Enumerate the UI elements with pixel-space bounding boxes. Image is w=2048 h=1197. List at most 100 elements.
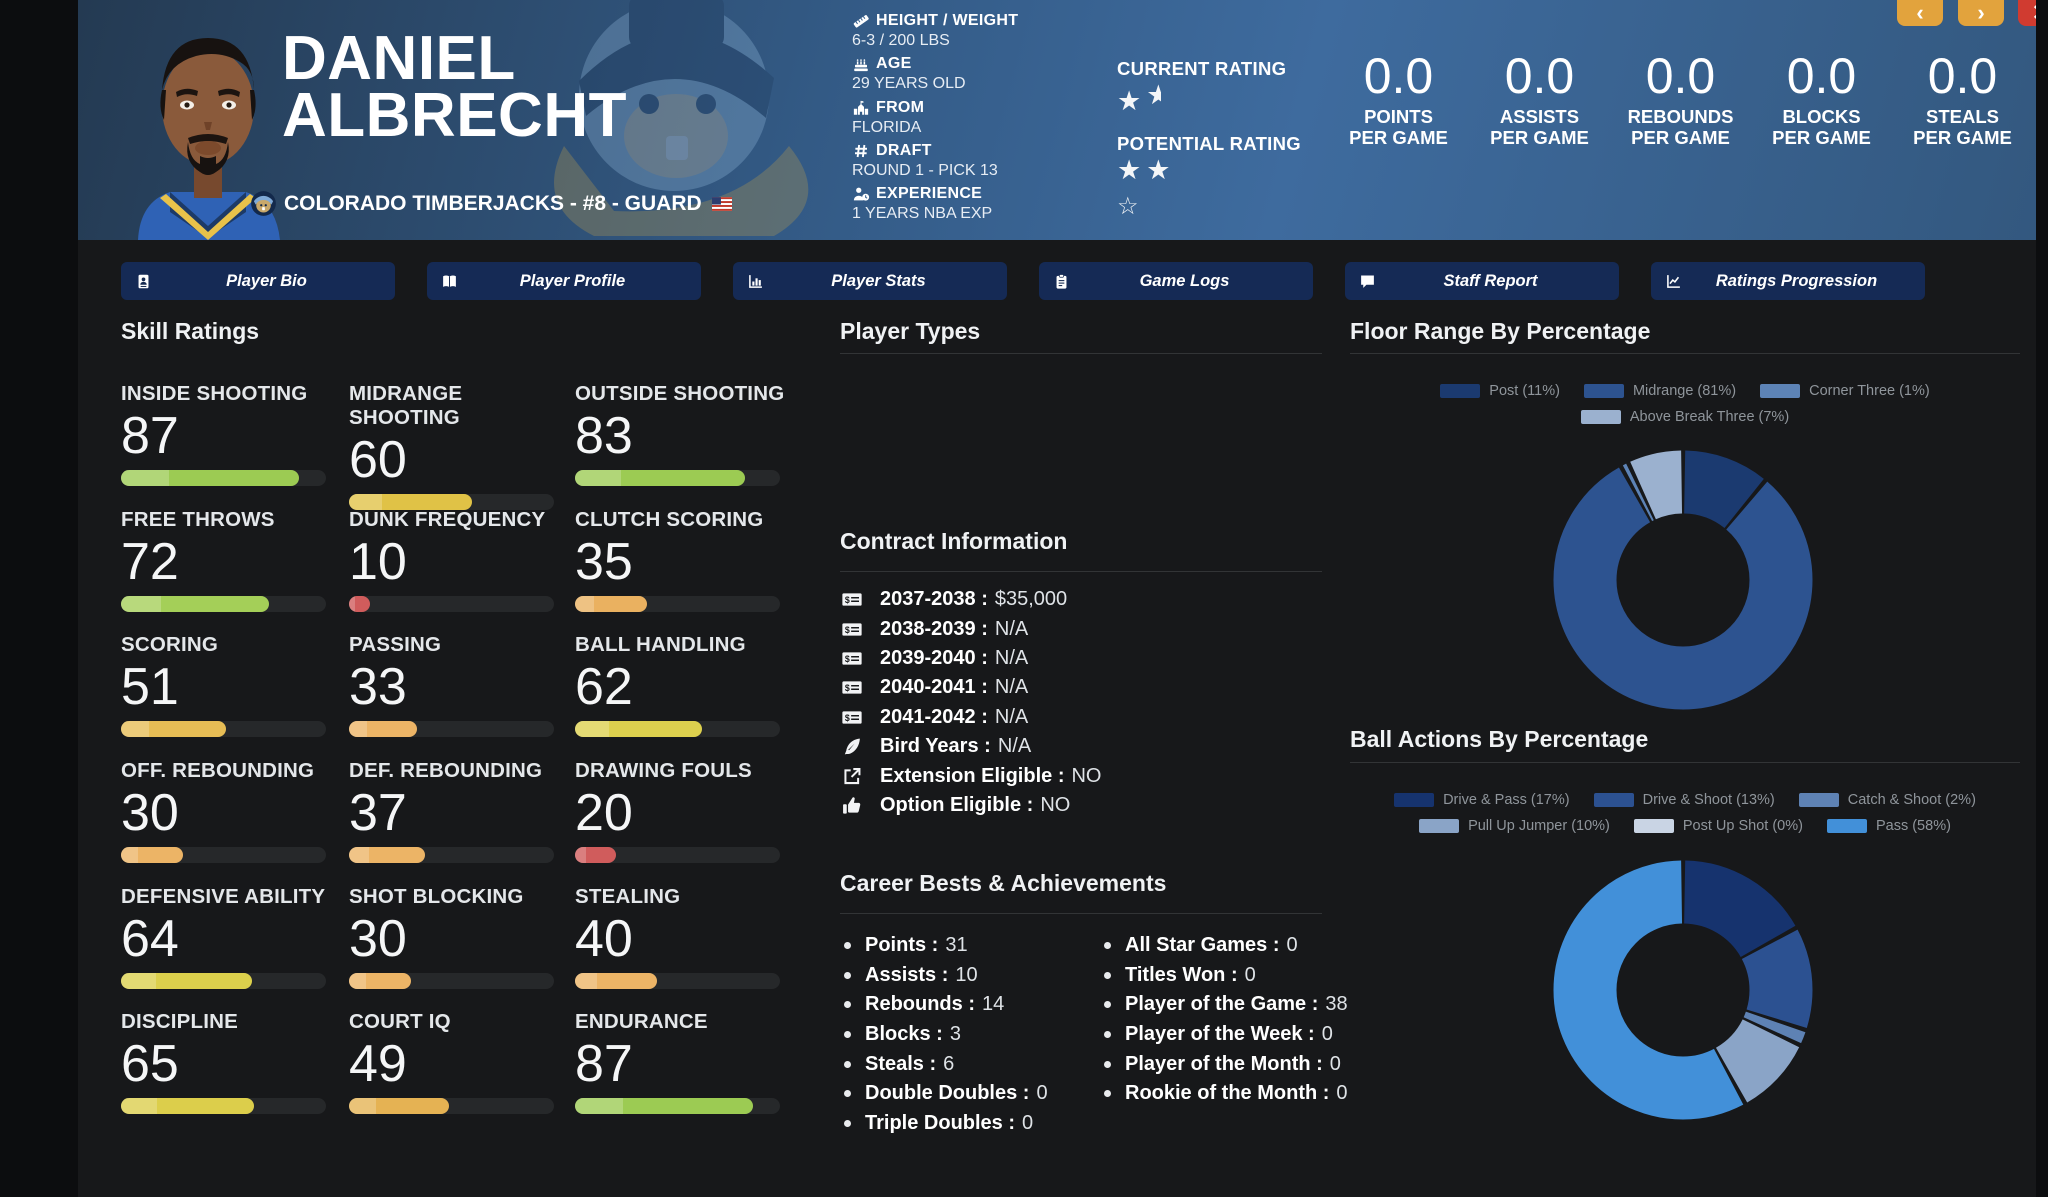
current-rating-stars: ★★ bbox=[1117, 80, 1161, 116]
legend-swatch bbox=[1798, 793, 1839, 807]
career-value: 0 bbox=[1329, 1052, 1341, 1075]
skill-value: 49 bbox=[349, 1035, 407, 1094]
floor-range-donut-chart[interactable] bbox=[1551, 448, 1815, 712]
stat-value: 0.0 bbox=[1645, 48, 1716, 104]
stat-label-line2: PER GAME bbox=[1490, 127, 1589, 148]
career-label: Points : bbox=[865, 934, 939, 957]
tab-ratings-progression[interactable]: Ratings Progression bbox=[1651, 262, 1925, 300]
legend-item[interactable]: Catch & Shoot (2%) bbox=[1798, 792, 1976, 808]
skill-bar-track bbox=[121, 721, 326, 738]
skill-value: 37 bbox=[349, 784, 407, 843]
bio-value: ROUND 1 - PICK 13 bbox=[852, 161, 998, 179]
tab-player-bio[interactable]: Player Bio bbox=[121, 262, 395, 300]
contract-value: NO bbox=[1071, 764, 1102, 787]
player-name: DANIEL ALBRECHT bbox=[282, 24, 627, 147]
next-player-button[interactable]: › bbox=[1958, 0, 2004, 26]
legend-item[interactable]: Drive & Shoot (13%) bbox=[1593, 792, 1775, 808]
team-logo-icon bbox=[251, 191, 276, 216]
skill-item: MIDRANGE SHOOTING 60 bbox=[349, 382, 575, 510]
skill-value: 60 bbox=[349, 431, 407, 489]
bio-item: DRAFT ROUND 1 - PICK 13 bbox=[852, 142, 1092, 185]
money-check-icon: $ bbox=[840, 707, 866, 728]
legend-item[interactable]: Corner Three (1%) bbox=[1760, 383, 1930, 399]
tab-game-logs[interactable]: Game Logs bbox=[1039, 262, 1313, 300]
svg-text:$: $ bbox=[845, 713, 850, 723]
skill-item: PASSING 33 bbox=[349, 633, 575, 759]
contract-row: Option Eligible : NO bbox=[840, 791, 1322, 820]
legend-item[interactable]: Midrange (81%) bbox=[1583, 383, 1737, 399]
team-name-text: COLORADO TIMBERJACKS - #8 - GUARD bbox=[284, 191, 702, 215]
career-value: 3 bbox=[949, 1023, 961, 1046]
donut-slice-Pass[interactable] bbox=[1553, 860, 1813, 1120]
hash-icon bbox=[852, 142, 870, 160]
close-button[interactable]: ✕ bbox=[2018, 0, 2036, 26]
money-check-icon: $ bbox=[840, 648, 866, 669]
skill-bar-fill bbox=[121, 972, 253, 989]
skill-bar-track bbox=[121, 470, 326, 486]
stat-value: 0.0 bbox=[1504, 48, 1575, 104]
skill-bar-track bbox=[349, 1098, 554, 1115]
skill-value: 33 bbox=[349, 658, 407, 717]
tab-staff-report[interactable]: Staff Report bbox=[1345, 262, 1619, 300]
contract-label: 2041-2042 : bbox=[880, 705, 988, 728]
player-first-name: DANIEL bbox=[282, 24, 516, 93]
donut-slice-Midrange[interactable] bbox=[1553, 450, 1813, 710]
skill-label: DRAWING FOULS bbox=[575, 759, 752, 783]
divider bbox=[1350, 762, 2020, 763]
tab-player-stats[interactable]: Player Stats bbox=[733, 262, 1007, 300]
legend-item[interactable]: Pull Up Jumper (10%) bbox=[1419, 818, 1610, 834]
legend-item[interactable]: Pass (58%) bbox=[1826, 818, 1951, 834]
player-types-title: Player Types bbox=[840, 318, 981, 344]
ball-actions-donut-chart[interactable] bbox=[1551, 858, 1815, 1122]
book-icon bbox=[441, 273, 458, 290]
stat-label-line1: REBOUNDS bbox=[1627, 106, 1734, 127]
bio-label: FROM bbox=[876, 98, 925, 116]
bio-value: FLORIDA bbox=[852, 118, 922, 136]
tab-player-profile[interactable]: Player Profile bbox=[427, 262, 701, 300]
bio-item: FROM FLORIDA bbox=[852, 99, 1092, 142]
legend-item[interactable]: Drive & Pass (17%) bbox=[1394, 792, 1570, 808]
contract-label: 2037-2038 : bbox=[880, 588, 988, 611]
skill-bar-track bbox=[349, 721, 554, 738]
career-item: Player of the Week : 0 bbox=[1104, 1020, 1364, 1050]
legend-label: Midrange (81%) bbox=[1632, 383, 1737, 399]
contract-value: NO bbox=[1040, 793, 1071, 816]
legend-item[interactable]: Above Break Three (7%) bbox=[1580, 409, 1789, 425]
prev-player-button[interactable]: ‹ bbox=[1897, 0, 1943, 26]
stat-label-line2: PER GAME bbox=[1631, 127, 1730, 148]
career-value: 0 bbox=[1286, 934, 1298, 957]
legend-swatch bbox=[1633, 819, 1674, 833]
player-header: DANIEL ALBRECHT COLORADO TIMBERJACKS - #… bbox=[78, 0, 2036, 240]
contract-row: Bird Years : N/A bbox=[840, 732, 1322, 761]
skill-bar-fill bbox=[349, 847, 425, 864]
skill-bar-track bbox=[575, 847, 780, 864]
career-label: Titles Won : bbox=[1125, 963, 1238, 986]
skill-bar-track bbox=[575, 1098, 780, 1115]
career-value: 31 bbox=[945, 934, 968, 957]
skill-item: DEF. REBOUNDING 37 bbox=[349, 759, 575, 885]
career-value: 0 bbox=[1321, 1023, 1333, 1046]
legend-item[interactable]: Post Up Shot (0%) bbox=[1633, 818, 1803, 834]
career-item: All Star Games : 0 bbox=[1104, 931, 1364, 961]
contract-rows: $ 2037-2038 : $35,000 $ 2038-2039 : N/A … bbox=[840, 585, 1322, 820]
skill-value: 10 bbox=[349, 532, 407, 591]
svg-text:$: $ bbox=[845, 654, 850, 664]
skill-value: 30 bbox=[121, 784, 179, 843]
donut-slice-Drive & Shoot[interactable] bbox=[1553, 860, 1813, 1120]
career-label: Assists : bbox=[865, 963, 949, 986]
career-item: Rookie of the Month : 0 bbox=[1104, 1079, 1364, 1109]
skill-item: CLUTCH SCORING 35 bbox=[575, 508, 835, 634]
legend-item[interactable]: Post (11%) bbox=[1440, 383, 1560, 399]
bio-value: 6-3 / 200 LBS bbox=[852, 32, 950, 49]
career-label: Player of the Week : bbox=[1125, 1023, 1315, 1046]
skill-item: DEFENSIVE ABILITY 64 bbox=[121, 885, 349, 1011]
career-item: Player of the Game : 38 bbox=[1104, 990, 1364, 1020]
skill-label: MIDRANGE SHOOTING bbox=[349, 382, 463, 429]
skill-bar-fill bbox=[121, 595, 269, 612]
player-types-grid bbox=[839, 379, 1343, 481]
skill-bar-track bbox=[349, 847, 554, 864]
school-icon bbox=[852, 99, 870, 117]
skill-bar-fill bbox=[575, 1098, 754, 1115]
contract-value: N/A bbox=[994, 646, 1029, 669]
stat-value: 0.0 bbox=[1363, 48, 1434, 104]
